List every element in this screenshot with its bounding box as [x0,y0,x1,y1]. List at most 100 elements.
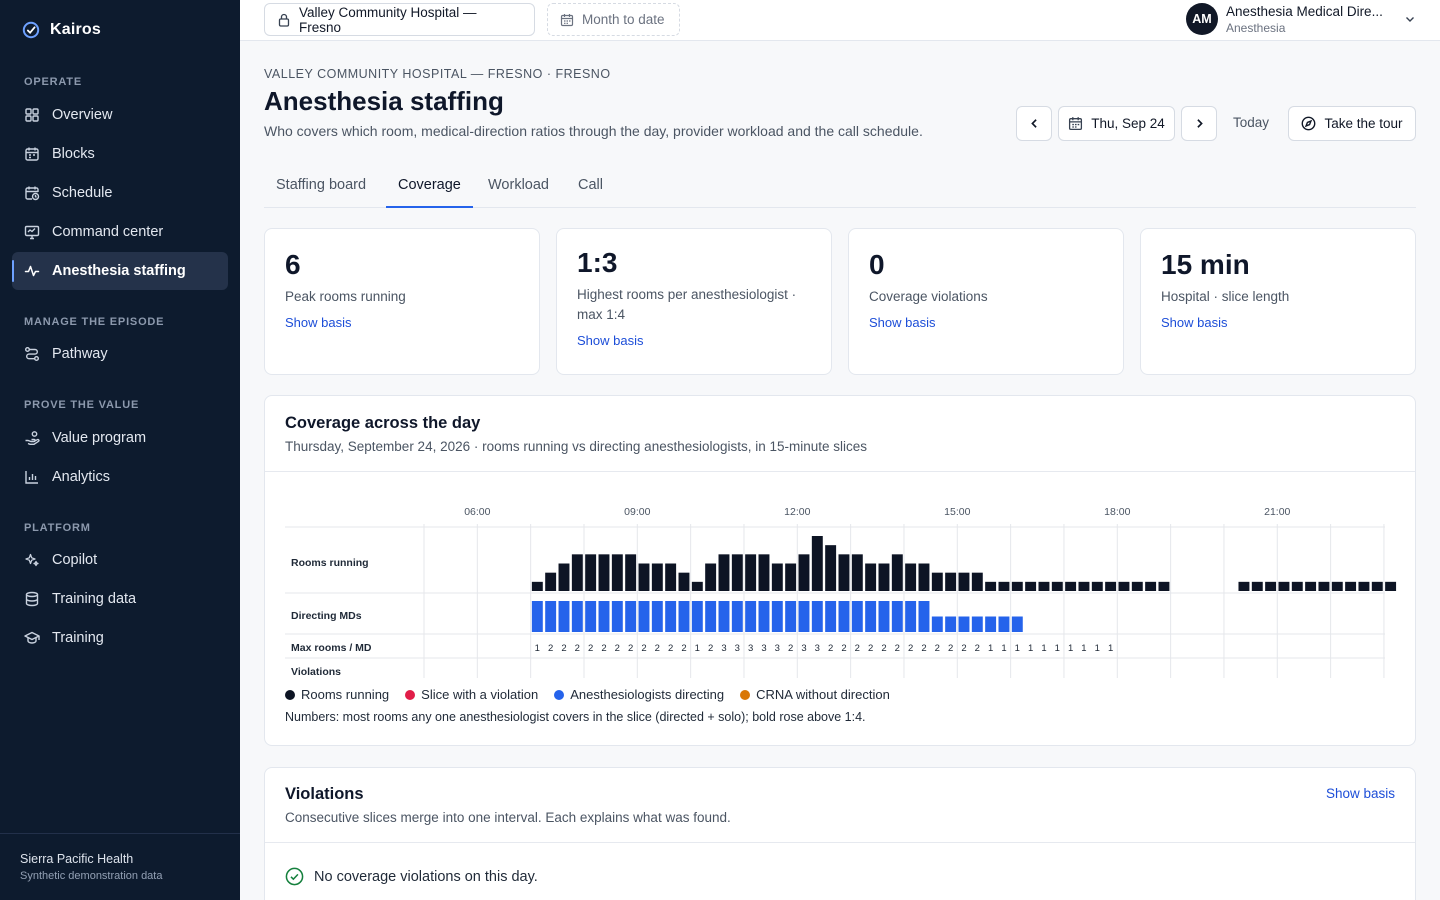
sidebar-item-pathway[interactable]: Pathway [12,335,228,373]
directing-bar [865,601,877,632]
ratio-label: 2 [575,643,580,654]
kpi-label: Hospital · slice length [1161,289,1290,304]
violations-title: Violations [285,785,364,803]
rooms-bar [1265,581,1277,591]
x-tick-label: 15:00 [944,506,970,518]
sidebar-item-command-center[interactable]: Command center [12,213,228,251]
previous-day-button[interactable] [1016,106,1052,141]
ratio-label: 2 [895,643,900,654]
ratio-label: 2 [628,643,633,654]
sidebar-item-label: Analytics [52,469,111,485]
sidebar-item-blocks[interactable]: Blocks [12,135,228,173]
rooms-bar [598,554,610,591]
show-basis-link[interactable]: Show basis [577,333,644,348]
directing-bar [931,616,943,632]
ratio-label: 3 [815,643,820,654]
chevron-down-icon [1405,17,1414,22]
ratio-label: 3 [721,643,726,654]
rooms-bar [665,563,677,591]
sidebar-item-copilot[interactable]: Copilot [12,541,228,579]
directing-bar [598,601,610,632]
user-role: Anesthesia [1226,20,1286,35]
sidebar-item-training-data[interactable]: Training data [12,580,228,618]
rooms-bar [638,563,650,591]
rooms-bar [798,554,810,591]
breadcrumb: VALLEY COMMUNITY HOSPITAL — FRESNO · FRE… [264,67,611,81]
date-range-selector[interactable]: Month to date [547,3,680,36]
compass-icon [1302,116,1316,131]
show-basis-link[interactable]: Show basis [285,315,352,330]
ratio-label: 2 [655,643,660,654]
rooms-bar [785,563,797,591]
sidebar-item-label: Schedule [52,185,113,201]
kpi-value: 0 [869,249,885,280]
directing-bar [731,601,743,632]
sidebar-item-label: Anesthesia staffing [52,263,186,279]
tab-staffing-board[interactable]: Staffing board [276,177,367,193]
sidebar-item-analytics[interactable]: Analytics [12,458,228,496]
rooms-bar [1238,581,1250,591]
date-picker-button[interactable]: Thu, Sep 24 [1058,106,1175,141]
date-range-label: Month to date [582,12,665,27]
ratio-label: 2 [948,643,953,654]
ratio-label: 2 [881,643,886,654]
chevron-left-icon [1030,119,1037,128]
sidebar-item-label: Pathway [52,346,108,362]
sidebar-item-schedule[interactable]: Schedule [12,174,228,212]
tab-call[interactable]: Call [578,177,603,193]
tab-coverage[interactable]: Coverage [386,169,473,208]
ratio-label: 3 [775,643,780,654]
brand[interactable]: Kairos [22,21,101,39]
coverage-chart-svg: 06:0009:0012:0015:0018:0021:0000:00Rooms… [285,506,1397,678]
sidebar-item-training[interactable]: Training [12,619,228,657]
directing-bar [745,601,757,632]
show-basis-link[interactable]: Show basis [1161,315,1228,330]
rooms-bar [1065,581,1077,591]
rooms-bar [1078,581,1090,591]
legend-item-violation: Slice with a violation [405,687,538,702]
rooms-bar [1118,581,1130,591]
rooms-bar [1331,581,1343,591]
legend-label: Anesthesiologists directing [570,687,725,702]
rooms-bar [1251,581,1263,591]
sidebar-item-label: Training [52,630,104,646]
show-basis-link[interactable]: Show basis [1325,786,1395,801]
ratio-label: 1 [695,643,700,654]
row-label: Rooms running [291,557,369,569]
rooms-bar [1038,581,1050,591]
coverage-title: Coverage across the day [285,414,481,432]
rooms-bar [745,554,757,591]
rooms-bar [545,572,557,591]
ratio-label: 1 [1028,643,1033,654]
user-menu[interactable]: AM Anesthesia Medical Dire... Anesthesia [1186,3,1417,35]
no-violations-text: No coverage violations on this day. [314,868,538,885]
legend-label: Slice with a violation [421,687,539,702]
page-title: Anesthesia staffing [264,86,504,116]
rooms-bar [731,554,743,591]
next-day-button[interactable] [1181,106,1217,141]
directing-bar [718,601,730,632]
directing-bar [905,601,917,632]
hospital-selector[interactable]: Valley Community Hospital — Fresno [264,3,535,36]
rooms-bar [1358,581,1370,591]
tab-workload[interactable]: Workload [488,177,549,193]
grid-icon [25,108,39,122]
today-button[interactable]: Today [1233,115,1270,130]
ratio-label: 2 [601,643,606,654]
violations-panel: Violations Consecutive slices merge into… [264,767,1416,900]
rooms-bar [1091,581,1103,591]
sidebar-item-overview[interactable]: Overview [12,96,228,134]
kpi-label: Peak rooms running [285,289,406,304]
route-icon [25,347,39,361]
sidebar-item-anesthesia-staffing[interactable]: Anesthesia staffing [12,252,228,290]
sidebar-item-value-program[interactable]: Value program [12,419,228,457]
rooms-bar [1131,581,1143,591]
take-the-tour-button[interactable]: Take the tour [1288,106,1416,141]
directing-bar [771,601,783,632]
show-basis-link[interactable]: Show basis [869,315,936,330]
legend-label: CRNA without direction [756,687,890,702]
rooms-bar [825,545,837,591]
ratio-label: 2 [855,643,860,654]
rooms-bar [1291,581,1303,591]
legend-swatch [285,689,295,700]
